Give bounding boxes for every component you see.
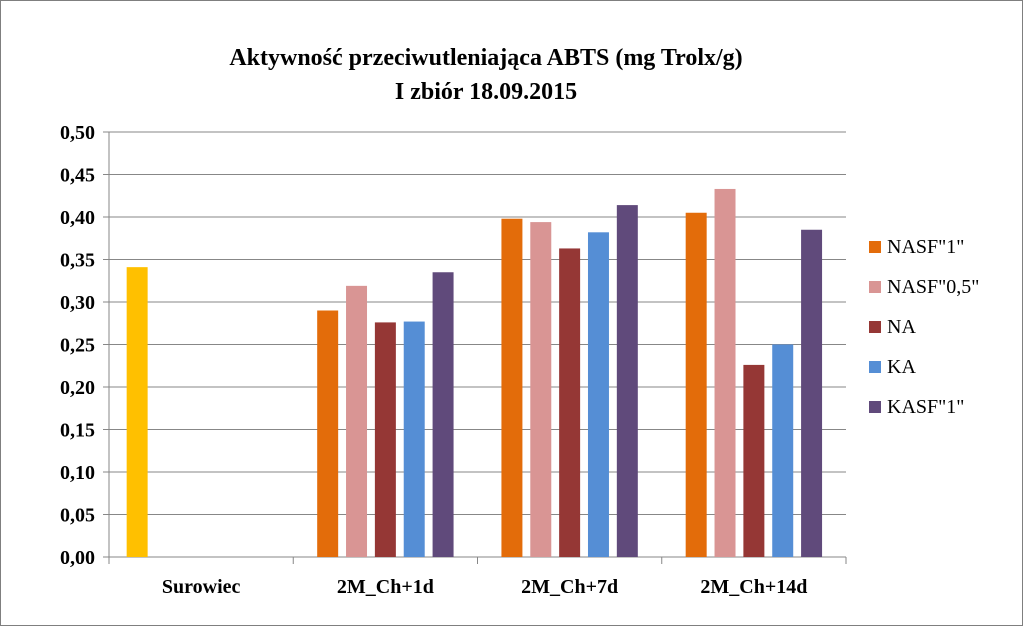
bar bbox=[587, 232, 609, 558]
bar bbox=[432, 272, 454, 557]
bar bbox=[346, 285, 368, 557]
y-tick-label: 0,15 bbox=[60, 420, 95, 442]
bar bbox=[126, 267, 148, 557]
y-tick-label: 0,10 bbox=[60, 462, 95, 484]
chart-subtitle: I zbiór 18.09.2015 bbox=[394, 79, 578, 105]
bar bbox=[403, 321, 425, 557]
bar bbox=[801, 229, 823, 557]
chart-title: Aktywność przeciwutleniająca ABTS (mg Tr… bbox=[229, 45, 743, 71]
y-tick-label: 0,20 bbox=[60, 377, 95, 399]
bar bbox=[374, 322, 396, 557]
legend-swatch bbox=[869, 321, 881, 333]
y-tick-label: 0,30 bbox=[60, 292, 95, 314]
bar bbox=[772, 344, 794, 557]
y-tick-label: 0,35 bbox=[60, 250, 95, 272]
legend-swatch bbox=[869, 241, 881, 253]
x-tick-label: 2M_Ch+7d bbox=[521, 576, 618, 598]
bar bbox=[685, 212, 707, 557]
y-tick-label: 0,45 bbox=[60, 165, 95, 187]
bar bbox=[714, 188, 736, 557]
bar bbox=[317, 310, 339, 557]
legend-swatch bbox=[869, 361, 881, 373]
x-tick-label: 2M_Ch+14d bbox=[700, 576, 807, 598]
legend-label: NASF"0,5" bbox=[887, 276, 980, 298]
bar bbox=[743, 364, 765, 557]
y-tick-label: 0,00 bbox=[60, 547, 95, 569]
bar bbox=[530, 222, 552, 557]
legend-swatch bbox=[869, 281, 881, 293]
x-tick-label: 2M_Ch+1d bbox=[337, 576, 434, 598]
bar bbox=[616, 205, 638, 557]
y-tick-label: 0,50 bbox=[60, 122, 95, 144]
bar bbox=[501, 218, 523, 557]
legend-label: NASF"1" bbox=[887, 236, 965, 258]
y-tick-label: 0,05 bbox=[60, 505, 95, 527]
bar bbox=[559, 248, 581, 557]
legend-label: KA bbox=[887, 356, 916, 378]
y-tick-label: 0,25 bbox=[60, 335, 95, 357]
x-tick-label: Surowiec bbox=[162, 576, 241, 598]
legend-label: NA bbox=[887, 316, 916, 338]
legend-label: KASF"1" bbox=[887, 396, 965, 418]
y-tick-label: 0,40 bbox=[60, 207, 95, 229]
legend-swatch bbox=[869, 401, 881, 413]
